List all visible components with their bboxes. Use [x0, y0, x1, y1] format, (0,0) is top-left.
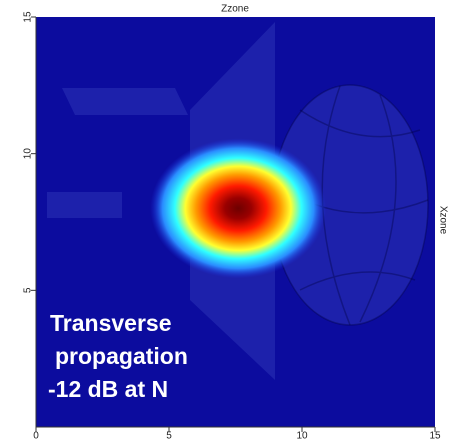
y-tick-label: 15	[23, 11, 34, 23]
annotation-line: propagation	[55, 343, 188, 369]
x-tick-label: 0	[33, 431, 39, 442]
x-tick-label: 15	[429, 431, 441, 442]
heat-peak	[150, 138, 327, 279]
y-tick-label: 5	[23, 287, 34, 293]
x-tick-label: 10	[296, 431, 308, 442]
annotation-line: -12 dB at N	[48, 376, 168, 402]
x-tick-label: 5	[166, 431, 172, 442]
chart-title: Zzone	[221, 4, 249, 15]
right-axis-label: Xzone	[437, 206, 448, 235]
y-tick-label: 10	[23, 148, 34, 160]
annotation-line: Transverse	[50, 310, 171, 336]
